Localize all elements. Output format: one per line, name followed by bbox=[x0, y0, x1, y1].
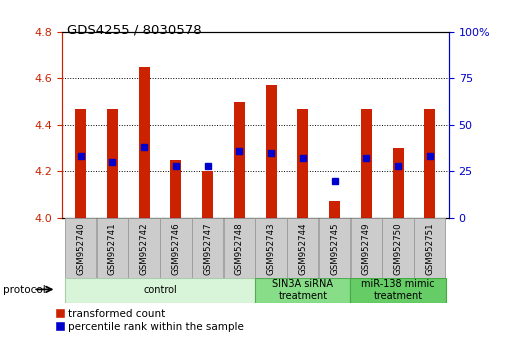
Text: GSM952742: GSM952742 bbox=[140, 223, 149, 275]
Text: protocol: protocol bbox=[3, 285, 45, 295]
FancyBboxPatch shape bbox=[128, 218, 160, 278]
Text: GSM952740: GSM952740 bbox=[76, 223, 85, 275]
Legend: transformed count, percentile rank within the sample: transformed count, percentile rank withi… bbox=[51, 304, 248, 336]
FancyBboxPatch shape bbox=[255, 278, 350, 303]
FancyBboxPatch shape bbox=[255, 218, 287, 278]
Text: GSM952746: GSM952746 bbox=[171, 223, 181, 275]
Text: GSM952744: GSM952744 bbox=[299, 223, 307, 275]
FancyBboxPatch shape bbox=[192, 218, 223, 278]
Bar bbox=[139, 67, 150, 218]
Bar bbox=[75, 109, 86, 218]
Bar bbox=[297, 109, 308, 218]
Text: GSM952750: GSM952750 bbox=[393, 223, 403, 275]
Text: GSM952745: GSM952745 bbox=[330, 223, 339, 275]
Bar bbox=[392, 148, 404, 218]
Text: GDS4255 / 8030578: GDS4255 / 8030578 bbox=[67, 23, 201, 36]
Text: control: control bbox=[143, 285, 177, 295]
Bar bbox=[170, 160, 182, 218]
FancyBboxPatch shape bbox=[414, 218, 445, 278]
Text: GSM952751: GSM952751 bbox=[425, 223, 435, 275]
Bar bbox=[202, 171, 213, 218]
Text: GSM952747: GSM952747 bbox=[203, 223, 212, 275]
Text: miR-138 mimic
treatment: miR-138 mimic treatment bbox=[361, 279, 435, 301]
FancyBboxPatch shape bbox=[65, 278, 255, 303]
Bar bbox=[266, 85, 277, 218]
Text: GSM952749: GSM952749 bbox=[362, 223, 371, 275]
FancyBboxPatch shape bbox=[65, 218, 96, 278]
Text: GSM952748: GSM952748 bbox=[235, 223, 244, 275]
Bar bbox=[424, 109, 436, 218]
Bar bbox=[329, 201, 340, 218]
Text: SIN3A siRNA
treatment: SIN3A siRNA treatment bbox=[272, 279, 333, 301]
FancyBboxPatch shape bbox=[319, 218, 350, 278]
Bar bbox=[234, 102, 245, 218]
FancyBboxPatch shape bbox=[287, 218, 319, 278]
FancyBboxPatch shape bbox=[97, 218, 128, 278]
FancyBboxPatch shape bbox=[224, 218, 255, 278]
FancyBboxPatch shape bbox=[160, 218, 191, 278]
Text: GSM952743: GSM952743 bbox=[267, 223, 275, 275]
FancyBboxPatch shape bbox=[350, 278, 446, 303]
FancyBboxPatch shape bbox=[351, 218, 382, 278]
FancyBboxPatch shape bbox=[382, 218, 413, 278]
Text: GSM952741: GSM952741 bbox=[108, 223, 117, 275]
Bar bbox=[107, 109, 118, 218]
Bar bbox=[361, 109, 372, 218]
